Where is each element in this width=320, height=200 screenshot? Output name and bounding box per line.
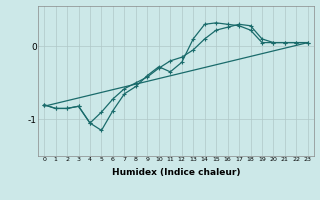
X-axis label: Humidex (Indice chaleur): Humidex (Indice chaleur) (112, 168, 240, 177)
